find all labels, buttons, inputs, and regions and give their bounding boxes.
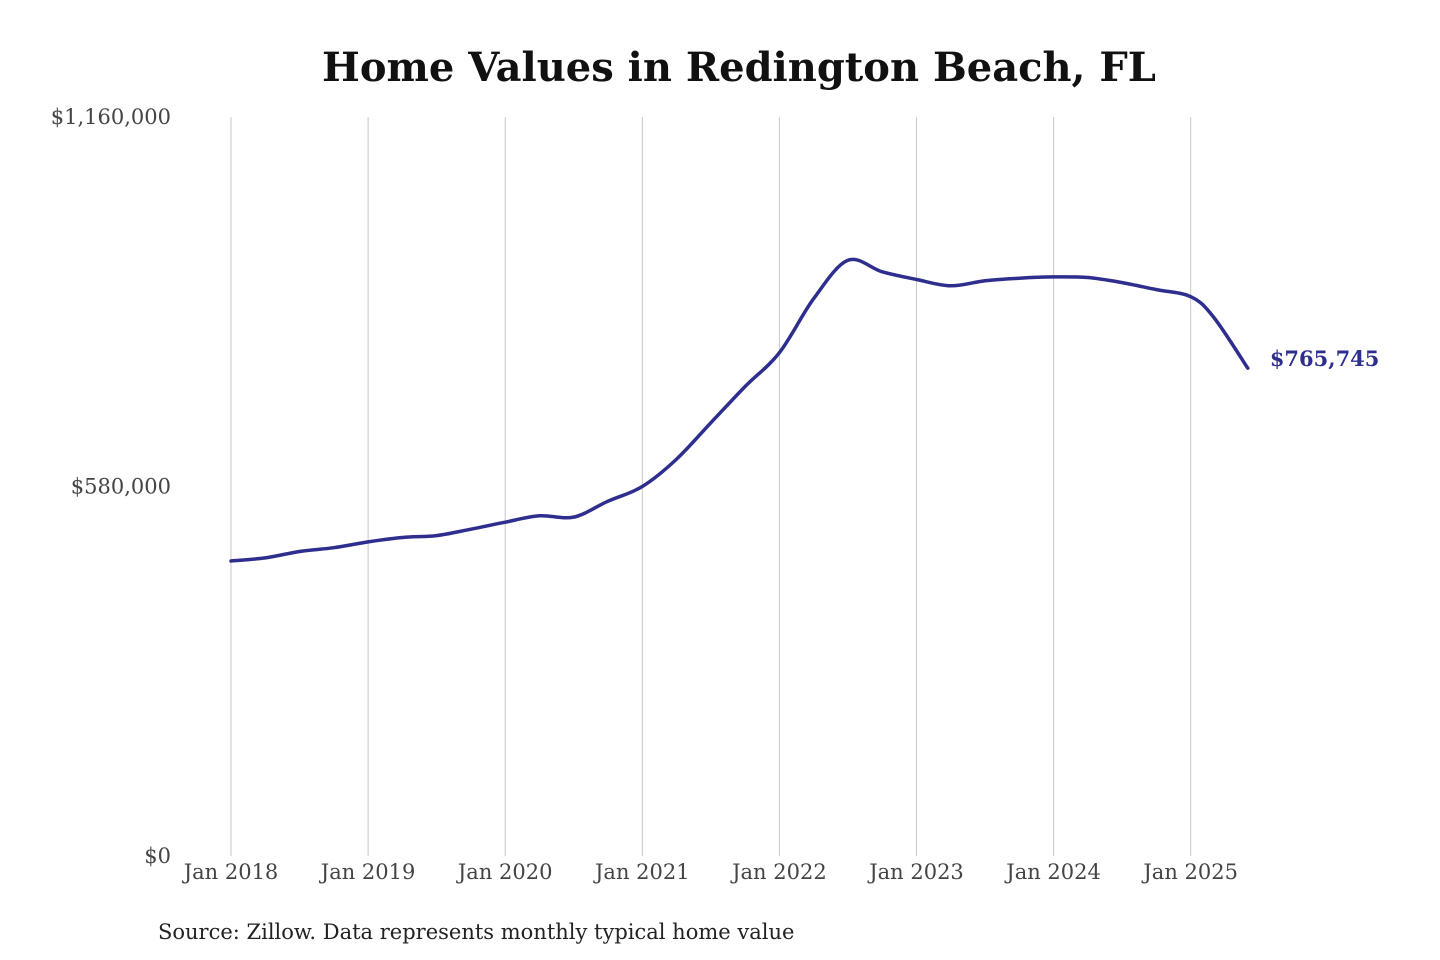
- home-value-line: [229, 257, 1250, 563]
- y-axis-ticks: $0 $580,000 $1,160,000: [51, 105, 171, 868]
- x-tick-label: Jan 2025: [1141, 860, 1238, 884]
- x-tick-label: Jan 2024: [1004, 860, 1101, 884]
- y-tick-label: $0: [144, 844, 171, 868]
- source-note: Source: Zillow. Data represents monthly …: [158, 920, 794, 944]
- x-tick-label: Jan 2022: [730, 860, 827, 884]
- x-tick-label: Jan 2020: [456, 860, 553, 884]
- gridlines: [230, 117, 1192, 856]
- x-tick-label: Jan 2019: [319, 860, 416, 884]
- end-value-label: $765,745: [1270, 346, 1380, 371]
- x-axis-ticks: Jan 2018 Jan 2019 Jan 2020 Jan 2021 Jan 2022…: [182, 860, 1238, 884]
- x-tick-label: Jan 2018: [182, 860, 279, 884]
- chart-title: Home Values in Redington Beach, FL: [322, 44, 1156, 91]
- y-tick-label: $580,000: [71, 475, 171, 499]
- y-tick-label: $1,160,000: [51, 105, 171, 129]
- x-tick-label: Jan 2023: [867, 860, 964, 884]
- x-tick-label: Jan 2021: [593, 860, 690, 884]
